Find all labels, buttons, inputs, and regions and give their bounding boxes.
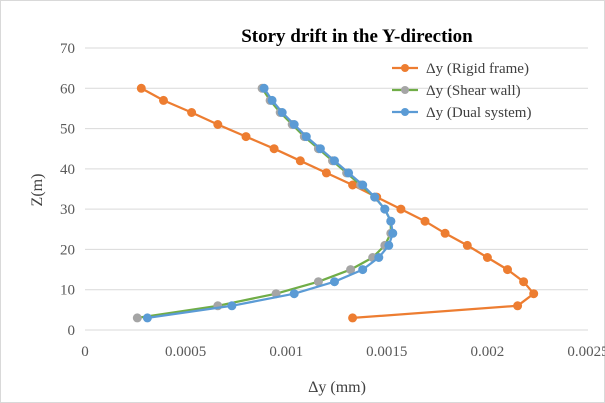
series-0-point-13 (295, 156, 305, 166)
y-tick-label-3: 30 (60, 202, 75, 218)
series-2-point-6 (384, 240, 394, 250)
x-tick-label-4: 0.002 (471, 344, 505, 360)
series-0-point-17 (187, 108, 197, 117)
legend: Δy (Rigid frame) Δy (Shear wall) Δy (Dual … (392, 61, 531, 121)
series-layer (132, 83, 539, 323)
series-2 (142, 83, 398, 323)
series-0 (136, 83, 539, 323)
axes: 0 10 20 30 40 50 60 70 0 0.0005 0.001 0.0015 0.002 0.… (60, 41, 605, 360)
series-2-point-2 (289, 289, 299, 299)
series-2-point-14 (315, 144, 325, 154)
x-tick-label-5: 0.0025 (567, 344, 605, 360)
series-0-point-7 (440, 228, 450, 238)
y-tick-label-0: 0 (68, 323, 76, 339)
series-2-point-18 (267, 95, 277, 105)
series-0-point-6 (462, 240, 472, 250)
series-2-point-19 (259, 83, 269, 93)
series-0-point-5 (482, 253, 492, 262)
series-0-point-15 (241, 132, 251, 142)
series-2-point-3 (330, 277, 339, 287)
series-0-point-14 (269, 144, 279, 154)
series-2-point-5 (374, 253, 384, 262)
series-2-point-15 (301, 132, 311, 142)
y-axis-title: Z(m) (29, 174, 46, 207)
series-0-point-4 (503, 265, 512, 275)
x-tick-label-1: 0.0005 (165, 344, 206, 360)
series-2-point-17 (277, 108, 287, 117)
series-2-point-11 (358, 180, 368, 190)
x-tick-label-3: 0.0015 (366, 344, 407, 360)
x-axis-title: Δy (mm) (308, 379, 366, 396)
series-2-point-7 (388, 228, 398, 238)
legend-label-0: Δy (Rigid frame) (426, 61, 529, 77)
gridlines (85, 47, 588, 331)
series-0-point-3 (519, 277, 529, 287)
y-tick-label-4: 40 (60, 162, 75, 178)
series-2-point-1 (227, 301, 237, 311)
series-0-point-1 (513, 301, 523, 311)
series-0-point-9 (396, 204, 406, 214)
series-2-point-13 (330, 156, 339, 166)
x-tick-label-0: 0 (81, 344, 89, 360)
y-tick-label-5: 50 (60, 122, 75, 138)
chart-title: Story drift in the Y-direction (241, 26, 473, 47)
series-0-point-0 (348, 313, 358, 323)
series-0-point-19 (136, 83, 146, 93)
y-tick-label-7: 70 (60, 41, 75, 57)
series-1-point-0 (132, 313, 142, 323)
series-0-point-18 (159, 95, 168, 105)
series-2-point-12 (344, 168, 354, 178)
series-2-point-9 (380, 204, 390, 214)
series-0-point-12 (321, 168, 331, 178)
y-tick-label-2: 20 (60, 242, 75, 258)
legend-swatch-marker-0 (401, 64, 409, 72)
series-0-point-2 (529, 289, 539, 299)
series-0-point-11 (348, 180, 358, 190)
series-2-point-0 (142, 313, 152, 323)
legend-swatch-marker-1 (401, 86, 409, 94)
series-2-point-16 (289, 120, 299, 129)
legend-label-1: Δy (Shear wall) (426, 83, 521, 99)
series-2-point-10 (370, 192, 380, 202)
y-tick-label-6: 60 (60, 81, 75, 97)
series-2-point-4 (358, 265, 368, 275)
legend-swatch-marker-2 (401, 108, 409, 116)
series-2-point-8 (386, 216, 396, 226)
legend-label-2: Δy (Dual system) (426, 105, 531, 121)
x-tick-label-2: 0.001 (269, 344, 303, 360)
series-0-point-16 (213, 120, 223, 129)
y-tick-label-1: 10 (60, 283, 75, 299)
series-0-point-8 (420, 216, 430, 226)
